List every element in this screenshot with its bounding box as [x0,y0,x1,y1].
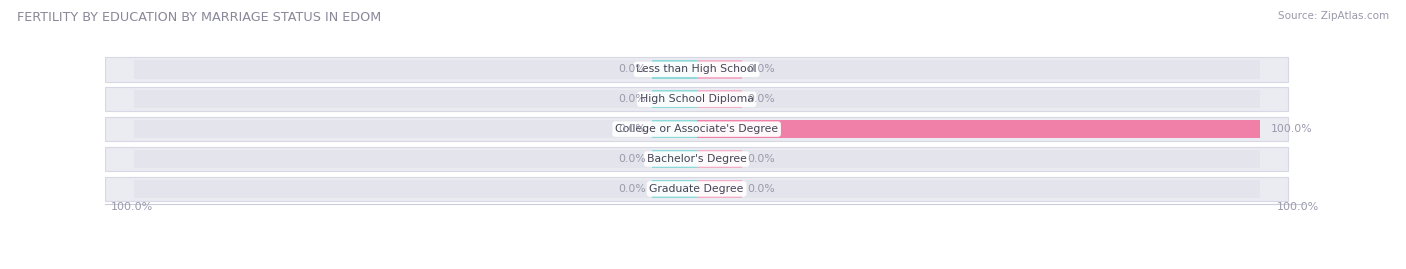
Text: Less than High School: Less than High School [637,64,756,74]
Bar [696,150,1260,168]
Bar [651,150,696,168]
Bar [696,60,742,79]
Bar [696,60,1260,79]
Text: 0.0%: 0.0% [619,94,645,104]
Text: 0.0%: 0.0% [748,94,775,104]
Text: 0.0%: 0.0% [748,154,775,164]
Bar [696,90,742,108]
Text: Source: ZipAtlas.com: Source: ZipAtlas.com [1278,11,1389,21]
Text: 100.0%: 100.0% [1277,203,1319,213]
Bar [696,150,742,168]
Text: Graduate Degree: Graduate Degree [650,184,744,194]
Bar [651,180,696,198]
Bar [696,90,1260,108]
Legend: Married, Unmarried: Married, Unmarried [621,266,789,269]
Text: 0.0%: 0.0% [619,64,645,74]
Text: High School Diploma: High School Diploma [640,94,754,104]
Text: 100.0%: 100.0% [111,203,153,213]
Text: Bachelor's Degree: Bachelor's Degree [647,154,747,164]
Bar [696,120,1260,138]
Bar [696,180,742,198]
Bar [105,147,1288,171]
Bar [134,150,696,168]
Bar [651,120,696,138]
Text: FERTILITY BY EDUCATION BY MARRIAGE STATUS IN EDOM: FERTILITY BY EDUCATION BY MARRIAGE STATU… [17,11,381,24]
Bar [105,117,1288,141]
Text: 100.0%: 100.0% [1271,124,1313,134]
Bar [696,120,1260,138]
Text: 0.0%: 0.0% [619,154,645,164]
Bar [134,60,696,79]
Bar [105,177,1288,201]
Text: 0.0%: 0.0% [619,184,645,194]
Bar [105,57,1288,82]
Bar [134,180,696,198]
Bar [105,87,1288,111]
Text: 0.0%: 0.0% [619,124,645,134]
Bar [134,90,696,108]
Bar [696,180,1260,198]
Bar [651,60,696,79]
Bar [651,90,696,108]
Text: 0.0%: 0.0% [748,64,775,74]
Bar [134,120,696,138]
Text: 0.0%: 0.0% [748,184,775,194]
Text: College or Associate's Degree: College or Associate's Degree [614,124,779,134]
